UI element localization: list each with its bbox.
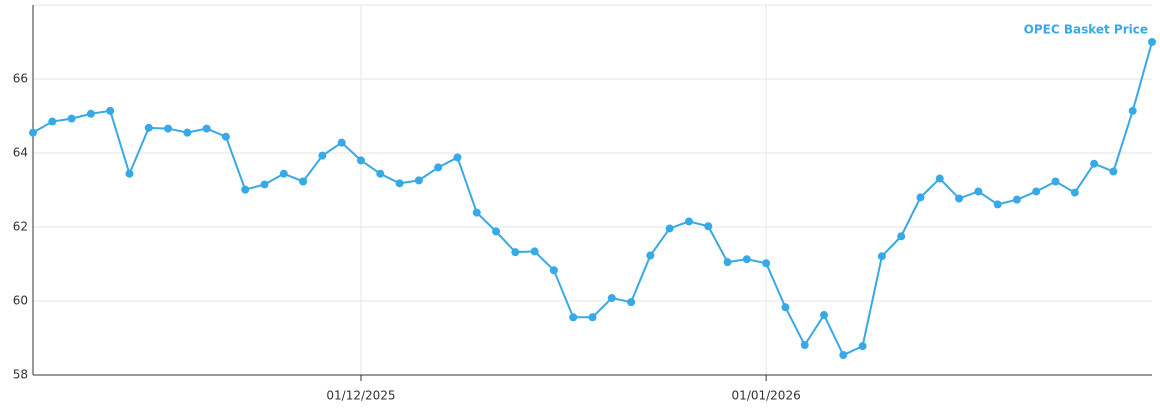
data-point: [955, 194, 964, 203]
data-point: [299, 177, 308, 186]
data-point: [1032, 187, 1041, 196]
data-point: [723, 258, 732, 267]
data-point: [453, 153, 462, 162]
data-point: [742, 255, 751, 264]
data-point: [820, 311, 829, 320]
data-point: [67, 114, 76, 123]
data-point: [935, 174, 944, 183]
data-point: [1148, 38, 1156, 46]
data-point: [318, 151, 327, 160]
series-line: [32, 41, 1153, 357]
y-tick-label: 60: [13, 294, 28, 308]
data-point: [800, 341, 809, 350]
x-tick-label: 01/12/2025: [326, 389, 395, 403]
data-point: [993, 200, 1002, 209]
data-point: [627, 298, 636, 307]
data-point: [221, 132, 230, 141]
data-point: [511, 248, 520, 257]
data-point: [29, 128, 37, 137]
data-point: [530, 247, 539, 256]
data-point: [48, 117, 57, 126]
data-point: [260, 180, 269, 189]
data-point: [781, 303, 790, 312]
data-point: [164, 124, 173, 133]
y-tick-label: 66: [13, 72, 28, 86]
y-tick-label: 62: [13, 220, 28, 234]
x-tick-label: 01/01/2026: [732, 389, 801, 403]
data-point: [607, 294, 616, 303]
data-point: [1051, 177, 1060, 186]
data-point: [684, 217, 693, 226]
data-point: [144, 123, 153, 132]
data-point: [858, 342, 867, 351]
data-point: [704, 222, 713, 231]
data-point: [1090, 159, 1099, 168]
data-point: [202, 124, 211, 133]
data-point: [395, 179, 404, 188]
data-point: [86, 109, 95, 118]
data-point: [1128, 106, 1137, 115]
data-point: [183, 128, 192, 137]
data-point: [414, 176, 423, 185]
data-point: [125, 169, 134, 178]
data-point: [549, 266, 558, 275]
data-point: [337, 138, 346, 147]
data-point: [434, 163, 443, 172]
data-point: [569, 313, 578, 322]
data-point: [1109, 167, 1118, 176]
data-point: [877, 252, 886, 261]
data-point: [897, 232, 906, 241]
data-point: [646, 251, 655, 260]
data-point: [241, 185, 250, 194]
data-point: [839, 351, 848, 360]
y-tick-label: 64: [13, 146, 28, 160]
data-point: [492, 227, 501, 236]
data-point: [974, 187, 983, 196]
data-point: [356, 156, 365, 165]
y-tick-label: 58: [13, 368, 28, 382]
data-point: [762, 259, 771, 268]
series-label: OPEC Basket Price: [1024, 23, 1148, 37]
data-point: [376, 169, 385, 178]
data-point: [1012, 195, 1021, 204]
data-point: [279, 169, 288, 178]
data-point: [472, 208, 481, 217]
data-point: [665, 224, 674, 233]
data-point: [1070, 188, 1079, 197]
data-point: [916, 193, 925, 202]
data-point: [588, 313, 597, 322]
data-point: [106, 106, 115, 115]
